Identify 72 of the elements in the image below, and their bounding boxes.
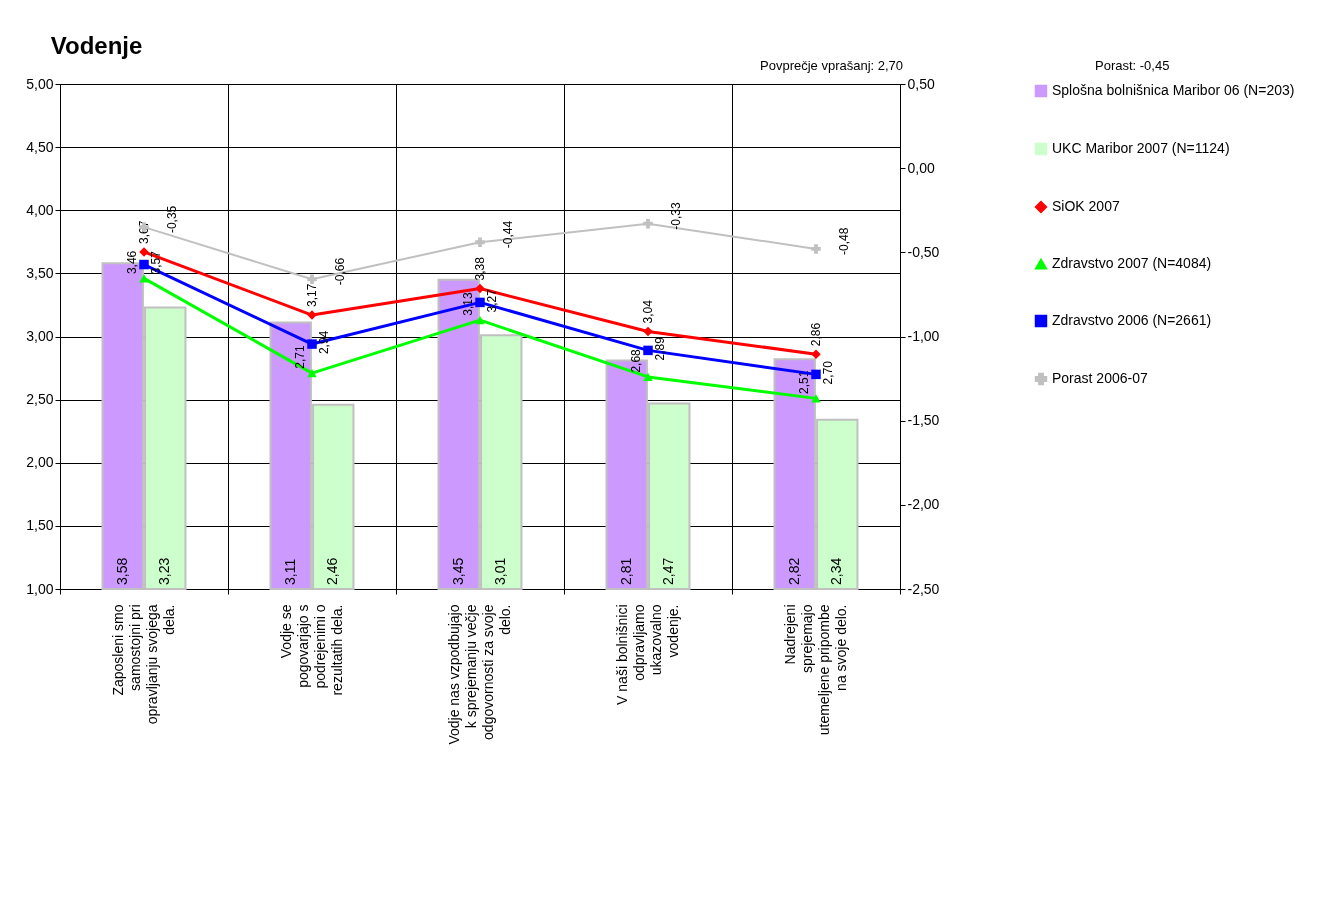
y2-tick-label: 0,00 <box>907 159 935 176</box>
y-tick-label: 4,00 <box>26 201 54 218</box>
point <box>643 218 653 229</box>
y-tick-label: 2,00 <box>26 454 54 471</box>
point <box>139 274 149 283</box>
y-tick-label: 5,00 <box>26 75 54 92</box>
data-label: 3,11 <box>281 558 298 585</box>
legend-label: Splošna bolnišnica Maribor 06 (N=203) <box>1052 82 1295 98</box>
data-label: 2,94 <box>317 330 331 355</box>
point <box>307 339 317 349</box>
y2-tick-label: 0,50 <box>907 75 935 92</box>
data-label: 2,70 <box>821 360 835 385</box>
data-label: 2,34 <box>828 557 845 585</box>
data-label: -0,66 <box>333 257 347 286</box>
data-label: 3,04 <box>641 299 655 324</box>
point <box>475 297 485 308</box>
chart-title: Vodenje <box>50 32 143 59</box>
text: Porast: -0,45 <box>1095 58 1170 73</box>
data-label: 2,82 <box>785 557 802 585</box>
data-label: 2,46 <box>324 557 341 585</box>
point <box>475 315 485 325</box>
point <box>643 372 653 382</box>
data-label: 3,17 <box>305 283 319 308</box>
data-label: 3,58 <box>113 557 130 585</box>
point <box>475 237 485 247</box>
data-label: 2,71 <box>293 345 307 369</box>
point <box>811 369 821 380</box>
y2-tick-label: -2,00 <box>907 496 940 513</box>
point <box>811 244 821 254</box>
data-label: 2,47 <box>660 557 677 585</box>
legend-label: Zdravstvo 2006 (N=2661) <box>1052 312 1212 328</box>
y-tick-label: 1,50 <box>26 517 54 534</box>
point <box>475 283 485 294</box>
data-label: 3,01 <box>492 557 509 585</box>
data-label: -0,48 <box>837 227 851 255</box>
point <box>139 259 149 270</box>
point <box>307 274 317 285</box>
y-tick-label: 4,50 <box>26 138 54 155</box>
x-tick-label: V naši bolnišnici odpravljamo ukazovalno vodenje. <box>614 604 681 705</box>
legend-label: UKC Maribor 2007 (N=1124) <box>1052 140 1230 156</box>
data-label: 3,45 <box>449 557 466 585</box>
data-label: 2,89 <box>653 336 667 361</box>
data-label: 2,86 <box>809 322 823 347</box>
data-label: 3,27 <box>485 288 499 313</box>
legend-label: SiOK 2007 <box>1052 198 1120 214</box>
x-tick-label: Zaposleni smo samostojni pri opravljanju svojega dela. <box>110 604 177 725</box>
data-label: 2,81 <box>617 557 634 585</box>
data-label: 3,13 <box>461 292 475 316</box>
y-tick-label: 3,50 <box>26 264 54 281</box>
y2-tick-label: -0,50 <box>907 243 940 260</box>
data-label: -0,35 <box>165 205 179 234</box>
data-label: 3,38 <box>473 256 487 281</box>
data-label: -0,44 <box>501 220 515 249</box>
y-tick-label: 3,00 <box>26 328 54 344</box>
text: Povprečje vprašanj: 2,70 <box>760 58 904 73</box>
point <box>643 326 653 337</box>
data-label: 2,68 <box>629 348 643 373</box>
legend-label: Zdravstvo 2007 (N=4084) <box>1052 255 1212 271</box>
data-label: 3,57 <box>149 250 163 275</box>
data-label: 3,23 <box>156 557 173 585</box>
y2-tick-label: -1,00 <box>907 328 940 344</box>
y-tick-label: 2,50 <box>26 391 54 408</box>
x-tick-label: Vodje nas vzpodbujajo k sprejemanju večje odgovornosti za svoje delo. <box>446 604 513 745</box>
point <box>307 369 317 378</box>
y2-tick-label: -1,50 <box>907 412 940 429</box>
point <box>643 345 653 356</box>
x-tick-label: Vodje se pogovarjajo s podrejenimi o rezultatih dela. <box>278 604 345 696</box>
y2-tick-label: -2,50 <box>907 580 940 597</box>
data-label: 3,46 <box>125 250 139 275</box>
legend-label: Porast 2006-07 <box>1052 370 1148 386</box>
y-tick-label: 1,00 <box>26 580 54 597</box>
x-tick-label: Nadrejeni sprejemajo utemeljene pripombe na svoje delo. <box>782 604 849 736</box>
